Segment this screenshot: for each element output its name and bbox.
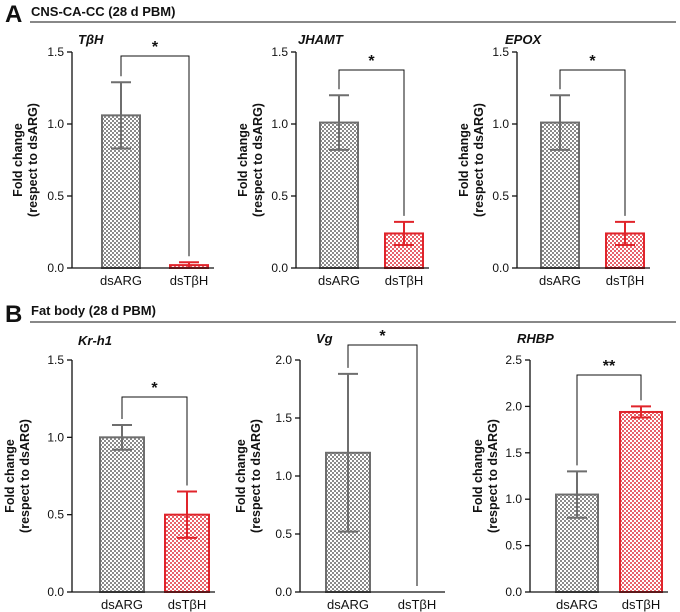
bar-treatment (619, 410, 663, 593)
y-axis-label: Fold change(respect to dsARG) (3, 419, 32, 533)
significance-marker: * (589, 53, 596, 70)
category-label: dsARG (318, 273, 360, 288)
y-tick-label: 0.5 (47, 189, 64, 203)
category-label: dsTβH (398, 597, 437, 612)
y-tick-label: 2.0 (275, 353, 292, 367)
y-tick-label: 1.0 (47, 117, 64, 131)
category-label: dsTβH (606, 273, 645, 288)
y-tick-label: 1.0 (492, 117, 509, 131)
chart-title: JHAMT (298, 32, 344, 47)
y-tick-label: 0.0 (275, 585, 292, 599)
charts: TβH 0.0 0.5 1.0 1.5 Fold change(respect to ds… (3, 32, 668, 612)
y-tick-label: 0.0 (47, 261, 64, 275)
category-label: dsTβH (170, 273, 209, 288)
category-label: dsARG (539, 273, 581, 288)
y-tick-label: 1.5 (271, 45, 288, 59)
y-tick-label: 2.5 (505, 353, 522, 367)
chart-title: Vg (316, 331, 333, 346)
y-axis-label: Fold change(respect to dsARG) (471, 419, 500, 533)
category-label: dsARG (100, 273, 142, 288)
y-tick-label: 1.5 (492, 45, 509, 59)
y-tick-label: 1.5 (275, 411, 292, 425)
panel-b-letter: B (5, 301, 22, 328)
y-axis-label: Fold change(respect to dsARG) (457, 103, 486, 217)
chart-title: Kr-h1 (78, 333, 112, 348)
chart-title: TβH (78, 32, 104, 47)
significance-bracket (121, 396, 188, 486)
panel-a-title: CNS-CA-CC (28 d PBM) (31, 4, 175, 19)
y-tick-label: 0.5 (47, 508, 64, 522)
significance-marker: * (368, 53, 375, 70)
y-tick-label: 1.5 (47, 45, 64, 59)
chart-title: RHBP (517, 331, 554, 346)
category-label: dsARG (101, 597, 143, 612)
y-tick-label: 1.0 (47, 430, 64, 444)
chart-6: RHBP 0.0 0.5 1.0 1.5 2.0 2.5 Fold change(respec… (471, 331, 668, 612)
significance-bracket (576, 374, 642, 466)
chart-title: EPOX (505, 32, 542, 47)
chart-5: Vg 0.0 0.5 1.0 1.5 2.0 Fold change(respect to … (234, 328, 445, 612)
significance-bracket (347, 344, 418, 586)
panel-a-letter: A (5, 1, 22, 28)
y-tick-label: 1.0 (271, 117, 288, 131)
y-axis-label: Fold change(respect to dsARG) (11, 103, 40, 217)
y-tick-label: 0.0 (492, 261, 509, 275)
y-axis-label: Fold change(respect to dsARG) (234, 419, 263, 533)
category-label: dsARG (327, 597, 369, 612)
y-tick-label: 0.5 (492, 189, 509, 203)
significance-bracket (338, 69, 405, 216)
y-tick-label: 1.0 (275, 469, 292, 483)
y-tick-label: 1.5 (505, 446, 522, 460)
y-tick-label: 0.0 (271, 261, 288, 275)
category-label: dsTβH (622, 597, 661, 612)
y-tick-label: 0.0 (47, 585, 64, 599)
significance-marker: * (152, 39, 159, 56)
category-label: dsTβH (168, 597, 207, 612)
chart-3: EPOX 0.0 0.5 1.0 1.5 Fold change(respect to d… (457, 32, 650, 288)
y-tick-label: 0.5 (275, 527, 292, 541)
significance-marker: * (151, 380, 158, 397)
significance-bracket (120, 55, 190, 257)
category-label: dsTβH (385, 273, 424, 288)
chart-1: TβH 0.0 0.5 1.0 1.5 Fold change(respect to ds… (11, 32, 214, 288)
significance-marker: * (379, 328, 386, 345)
y-tick-label: 0.5 (505, 539, 522, 553)
y-tick-label: 1.5 (47, 353, 64, 367)
y-tick-label: 1.0 (505, 492, 522, 506)
category-label: dsARG (556, 597, 598, 612)
bar-control (99, 436, 145, 594)
chart-2: JHAMT 0.0 0.5 1.0 1.5 Fold change(respect to … (236, 32, 429, 288)
significance-bracket (559, 69, 626, 216)
chart-4: Kr-h1 0.0 0.5 1.0 1.5 Fold change(respect to … (3, 333, 215, 612)
significance-marker: ** (603, 358, 616, 375)
y-axis-label: Fold change(respect to dsARG) (236, 103, 265, 217)
y-tick-label: 0.5 (271, 189, 288, 203)
y-tick-label: 0.0 (505, 585, 522, 599)
y-tick-label: 2.0 (505, 399, 522, 413)
panel-b-title: Fat body (28 d PBM) (31, 303, 156, 318)
